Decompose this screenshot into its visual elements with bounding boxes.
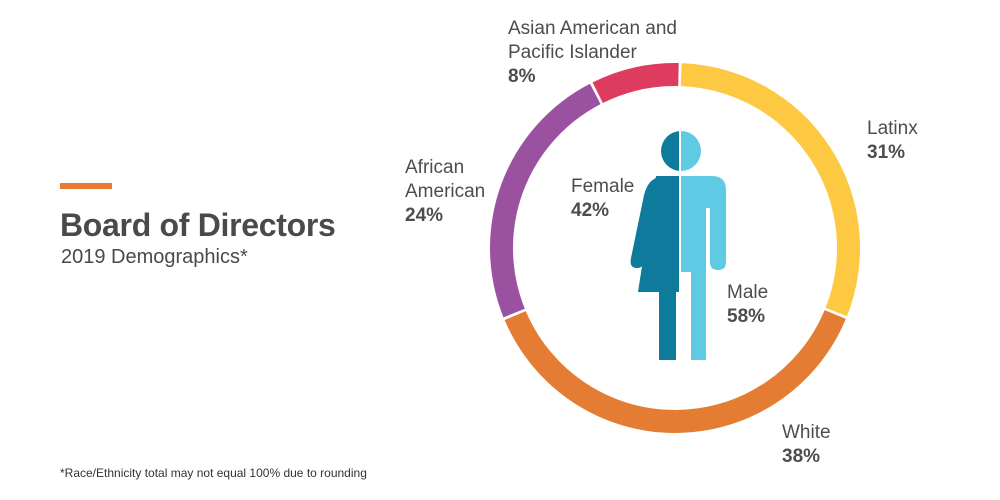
female-figure-icon: [630, 131, 680, 360]
page-subtitle: 2019 Demographics*: [61, 246, 248, 268]
value-female: 42%: [571, 200, 609, 221]
page-title: Board of Directors: [60, 207, 336, 243]
donut-ring: [490, 62, 860, 433]
value-male: 58%: [727, 306, 765, 327]
value-latinx: 31%: [867, 142, 905, 163]
label-asian-line1: Asian American and: [508, 18, 677, 39]
donut-labels: Asian American and Pacific Islander 8% L…: [405, 18, 918, 467]
gender-figure: [630, 126, 726, 366]
donut-slice-african-american: [490, 83, 601, 318]
donut-slice-latinx: [680, 63, 860, 317]
donut-slice-white: [504, 310, 846, 433]
label-african-line2: American: [405, 181, 485, 202]
label-african-line1: African: [405, 157, 464, 178]
label-latinx: Latinx: [867, 118, 918, 139]
footnote: *Race/Ethnicity total may not equal 100%…: [60, 466, 367, 480]
label-white: White: [782, 422, 831, 443]
value-asian: 8%: [508, 66, 536, 87]
value-african: 24%: [405, 205, 443, 226]
accent-bar: [60, 183, 112, 189]
donut-slice-asian-american-pacific-islander: [592, 62, 679, 103]
label-female: Female: [571, 176, 634, 197]
value-white: 38%: [782, 446, 820, 467]
male-figure-icon: [680, 131, 726, 360]
label-asian-line2: Pacific Islander: [508, 42, 638, 63]
label-male: Male: [727, 282, 768, 303]
